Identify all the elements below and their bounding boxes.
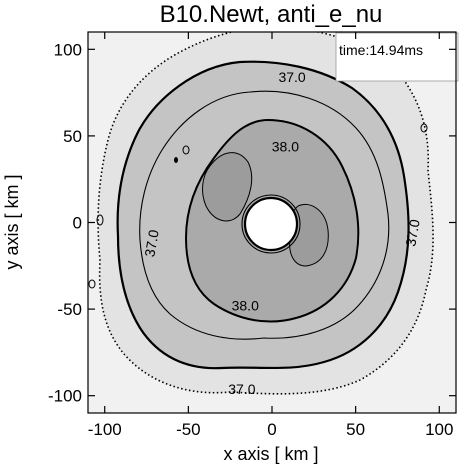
- contour-label: 37.0: [402, 218, 423, 248]
- contour-label: 38.0: [272, 138, 299, 154]
- x-tick-label: -50: [176, 420, 201, 439]
- contour-lobe-left: [202, 152, 252, 221]
- x-tick-label: -100: [88, 420, 122, 439]
- contour-island: [174, 157, 178, 163]
- x-tick-label: 0: [267, 420, 276, 439]
- contour-labels: 37.0 38.0 37.0 37.0 38.0 37.0: [141, 69, 422, 397]
- y-tick-label: 0: [73, 214, 82, 233]
- contour-label: 37.0: [141, 228, 162, 258]
- contour-label: 37.0: [228, 381, 255, 397]
- x-axis-ticks: -100 -50 0 50 100: [88, 32, 453, 439]
- contour-island: [420, 123, 428, 133]
- contour-line-38: [184, 118, 360, 323]
- x-tick-label: 50: [346, 420, 365, 439]
- contour-lobe-left-line: [202, 152, 253, 222]
- x-tick-label: 100: [425, 420, 453, 439]
- y-axis-title: y axis [ km ]: [2, 174, 22, 269]
- y-tick-label: -50: [57, 300, 82, 319]
- central-core: [243, 196, 299, 252]
- contour-line-dotted: [97, 32, 434, 395]
- contour-line-thin-ring: [139, 90, 390, 340]
- time-box: [335, 32, 459, 82]
- chart-title: B10.Newt, anti_e_nu: [160, 1, 383, 28]
- y-tick-label: -100: [48, 387, 82, 406]
- contour-label: 37.0: [278, 69, 305, 85]
- time-label: time:14.94ms: [339, 42, 423, 58]
- contour-island: [182, 145, 190, 155]
- y-tick-label: 50: [63, 127, 82, 146]
- x-axis-title: x axis [ km ]: [223, 444, 318, 464]
- contour-line-37-outer: [116, 60, 410, 370]
- central-core-ring: [241, 194, 301, 254]
- contour-label: 38.0: [232, 298, 259, 314]
- y-tick-label: 100: [54, 40, 82, 59]
- y-axis-ticks: -100 -50 0 50 100: [48, 40, 456, 406]
- contour-island: [96, 214, 104, 226]
- contour-island: [88, 279, 96, 289]
